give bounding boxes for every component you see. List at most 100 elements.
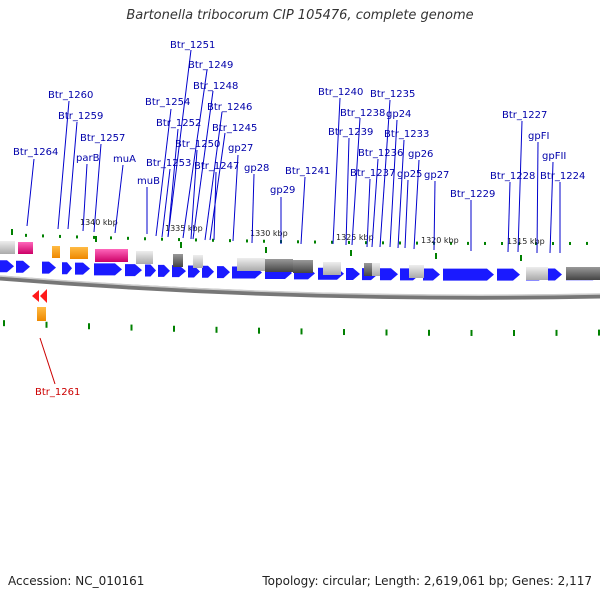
gene-label[interactable]: Btr_1254 xyxy=(145,97,190,108)
gene-labels: Btr_1251 Btr_1249 Btr_1248 Btr_1246 Btr_… xyxy=(13,40,585,200)
minor-ticks-inner xyxy=(3,320,600,336)
minor-tick xyxy=(348,240,350,244)
gene-label[interactable]: muB xyxy=(137,176,160,187)
feature-box[interactable] xyxy=(193,255,203,268)
cds-forward[interactable] xyxy=(497,268,520,281)
cds-forward[interactable] xyxy=(16,260,30,273)
gene-label[interactable]: Btr_1257 xyxy=(80,133,125,144)
gene-label[interactable]: Btr_1237 xyxy=(350,168,395,179)
leader-line xyxy=(507,181,511,253)
cds-forward[interactable] xyxy=(125,264,142,277)
gene-label[interactable]: Btr_1259 xyxy=(58,111,103,122)
gene-label[interactable]: Btr_1228 xyxy=(490,171,535,182)
gene-label[interactable]: gp28 xyxy=(244,163,269,174)
cds-forward[interactable] xyxy=(0,260,14,273)
cds-forward[interactable] xyxy=(217,266,230,279)
feature-box[interactable] xyxy=(293,260,313,273)
minor-tick xyxy=(450,241,452,245)
rna-feature-orange[interactable] xyxy=(70,247,88,259)
gene-label[interactable]: Btr_1264 xyxy=(13,147,58,158)
cds-forward[interactable] xyxy=(380,268,398,281)
gene-label[interactable]: gp29 xyxy=(270,185,295,196)
gene-label[interactable]: Btr_1252 xyxy=(156,118,201,129)
gene-label[interactable]: Btr_1240 xyxy=(318,87,363,98)
gene-label[interactable]: gpFII xyxy=(542,151,566,162)
leader-line xyxy=(213,171,217,241)
gene-label[interactable]: gp24 xyxy=(386,109,411,120)
gene-label[interactable]: Btr_1260 xyxy=(48,90,93,101)
rna-feature-orange[interactable] xyxy=(52,246,60,258)
feature-box[interactable] xyxy=(364,263,372,276)
cds-forward[interactable] xyxy=(62,262,72,275)
cds-forward[interactable] xyxy=(172,265,186,278)
gene-label-reverse[interactable]: Btr_1261 xyxy=(35,387,80,398)
minor-tick xyxy=(25,233,27,237)
rna-feature-magenta[interactable] xyxy=(18,242,33,254)
cds-forward[interactable] xyxy=(42,261,56,274)
rna-feature-orange[interactable] xyxy=(37,307,46,321)
gene-label[interactable]: Btr_1229 xyxy=(450,189,495,200)
cds-reverse[interactable] xyxy=(32,290,39,302)
rna-feature-magenta[interactable] xyxy=(95,249,128,262)
feature-box[interactable] xyxy=(265,259,293,272)
gene-label[interactable]: Btr_1239 xyxy=(328,127,373,138)
cds-forward[interactable] xyxy=(188,265,200,278)
gene-label[interactable]: gpFI xyxy=(528,131,549,142)
cds-forward[interactable] xyxy=(548,268,562,281)
leader-line xyxy=(82,163,88,232)
feature-box[interactable] xyxy=(173,254,183,267)
gene-label[interactable]: Btr_1245 xyxy=(212,123,257,134)
minor-tick xyxy=(484,241,486,245)
cds-forward[interactable] xyxy=(346,267,360,280)
gene-label[interactable]: gp25 xyxy=(397,169,422,180)
gene-label[interactable]: Btr_1236 xyxy=(358,148,403,159)
cds-reverse[interactable] xyxy=(40,289,47,303)
leader-line xyxy=(190,149,198,240)
cds-forward[interactable] xyxy=(145,264,156,277)
cds-forward[interactable] xyxy=(202,265,214,278)
gene-label[interactable]: Btr_1249 xyxy=(188,60,233,71)
cds-forward[interactable] xyxy=(75,262,90,275)
feature-box[interactable] xyxy=(237,258,265,271)
minor-tick xyxy=(195,238,197,242)
cds-forward[interactable] xyxy=(423,268,440,281)
gene-label[interactable]: Btr_1238 xyxy=(340,108,385,119)
cds-forward[interactable] xyxy=(443,268,494,281)
gene-label[interactable]: Btr_1235 xyxy=(370,89,415,100)
gene-label[interactable]: gp26 xyxy=(408,149,433,160)
feature-box[interactable] xyxy=(323,262,341,275)
minor-tick xyxy=(178,238,180,242)
feature-box[interactable] xyxy=(0,241,15,254)
gene-label[interactable]: gp27 xyxy=(424,170,449,181)
gene-label[interactable]: Btr_1241 xyxy=(285,166,330,177)
gene-label[interactable]: Btr_1253 xyxy=(146,158,191,169)
minor-tick xyxy=(93,235,95,239)
leader-line xyxy=(397,139,405,249)
leader-line xyxy=(114,164,124,234)
cds-forward[interactable] xyxy=(158,264,170,277)
scale-labels: 1340 kbp 1335 kbp 1330 kbp 1325 kbp 1320… xyxy=(80,218,545,246)
map-title: Bartonella tribocorum CIP 105476, comple… xyxy=(126,8,474,23)
gene-label[interactable]: muA xyxy=(113,154,136,165)
gene-label[interactable]: Btr_1227 xyxy=(502,110,547,121)
leader-line xyxy=(413,159,420,250)
gene-label[interactable]: Btr_1246 xyxy=(207,102,252,113)
gene-label[interactable]: Btr_1250 xyxy=(175,139,220,150)
minor-tick xyxy=(569,241,571,245)
gene-label[interactable]: Btr_1251 xyxy=(170,40,215,51)
gene-label[interactable]: Btr_1224 xyxy=(540,171,585,182)
gene-label[interactable]: Btr_1248 xyxy=(193,81,238,92)
leader-line xyxy=(549,161,554,254)
gene-label[interactable]: gp27 xyxy=(228,143,253,154)
cds-forward[interactable] xyxy=(94,263,122,276)
gene-label[interactable]: Btr_1247 xyxy=(194,161,239,172)
feature-box[interactable] xyxy=(136,251,153,264)
feature-box[interactable] xyxy=(409,265,424,278)
genome-backbone-highlight xyxy=(0,275,600,296)
gene-label[interactable]: Btr_1233 xyxy=(384,129,429,140)
feature-box[interactable] xyxy=(372,263,380,276)
feature-box[interactable] xyxy=(566,267,600,280)
feature-box[interactable] xyxy=(526,267,548,280)
gene-label[interactable]: parB xyxy=(76,153,100,164)
